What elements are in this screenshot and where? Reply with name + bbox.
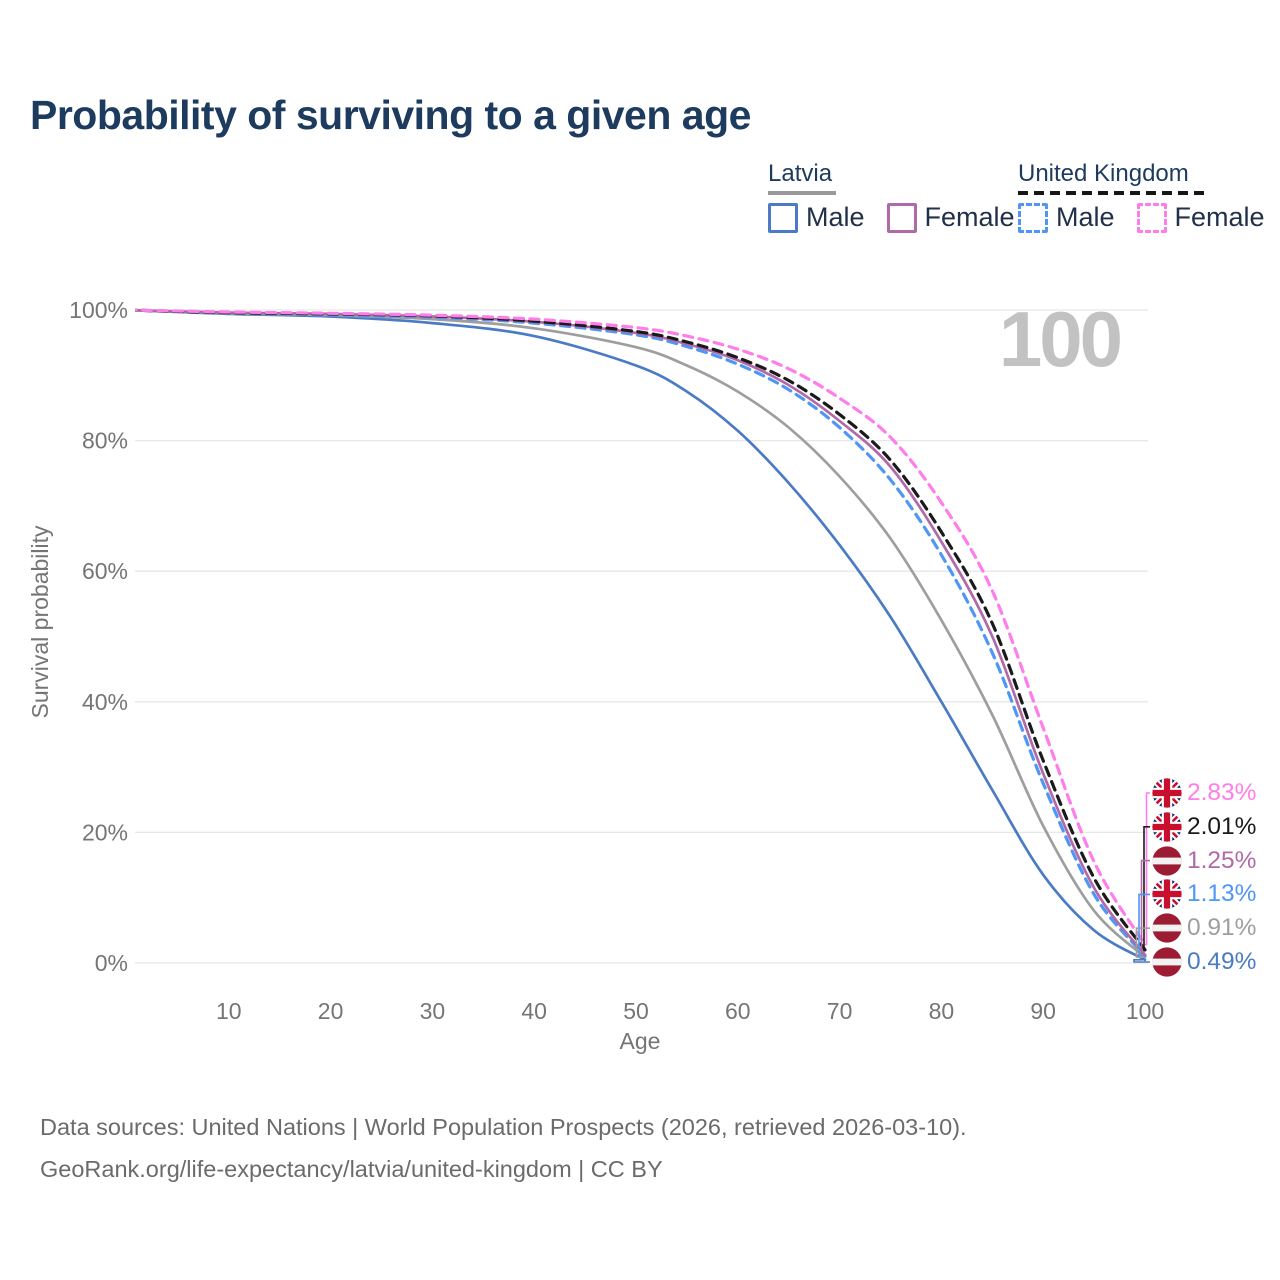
x-tick-label: 20 xyxy=(318,998,344,1024)
y-axis-tick-labels: 0% 20% 40% 60% 80% 100% xyxy=(69,297,128,976)
footer-line-attribution: GeoRank.org/life-expectancy/latvia/unite… xyxy=(40,1156,663,1182)
legend-label-latvia-female: Female xyxy=(924,202,1015,232)
curve-united-kingdom-female xyxy=(135,308,1147,947)
x-tick-label: 100 xyxy=(1126,998,1164,1024)
x-axis-title: Age xyxy=(620,1028,661,1054)
end-label-latvia-total: 0.91% xyxy=(1152,913,1256,943)
y-tick-label: 80% xyxy=(82,428,128,454)
curve-united-kingdom-male xyxy=(135,308,1147,958)
end-label-value: 2.83% xyxy=(1187,779,1257,806)
leader-line xyxy=(1143,826,1150,951)
uk-line-sample xyxy=(1018,191,1204,195)
y-tick-label: 0% xyxy=(95,950,128,976)
leader-line xyxy=(1135,927,1150,958)
end-label-united-kingdom-male: 1.13% xyxy=(1152,879,1256,909)
end-label-value: 1.25% xyxy=(1187,846,1257,874)
legend-country-latvia: Latvia xyxy=(768,160,833,187)
legend-label-uk-male: Male xyxy=(1056,202,1115,232)
end-label-latvia-male: 0.49% xyxy=(1152,947,1256,977)
gridlines xyxy=(135,309,1148,964)
end-label-value: 0.49% xyxy=(1187,948,1257,975)
x-axis-tick-labels: 10 20 30 40 50 60 70 80 90 100 xyxy=(216,998,1164,1024)
latvia-line-sample xyxy=(768,191,836,195)
x-tick-label: 90 xyxy=(1030,998,1056,1024)
uk-flag-icon xyxy=(1152,812,1182,842)
x-tick-label: 50 xyxy=(623,998,649,1024)
footer-line-sources: Data sources: United Nations | World Pop… xyxy=(40,1114,967,1140)
x-tick-label: 30 xyxy=(420,998,446,1024)
end-label-united-kingdom-total: 2.01% xyxy=(1152,812,1256,842)
y-tick-label: 100% xyxy=(69,297,128,323)
legend-country-uk: United Kingdom xyxy=(1018,160,1189,187)
legend-item-latvia-male[interactable]: Male xyxy=(768,202,865,233)
y-tick-label: 20% xyxy=(82,819,128,845)
uk-flag-icon xyxy=(1152,778,1182,808)
curve-latvia-female xyxy=(135,308,1147,957)
legend-label-latvia-male: Male xyxy=(806,202,865,232)
legend-group-uk: United Kingdom Male Female xyxy=(1018,160,1265,233)
y-tick-label: 60% xyxy=(82,558,128,584)
legend-item-uk-male[interactable]: Male xyxy=(1018,202,1115,233)
x-tick-label: 70 xyxy=(827,998,853,1024)
x-tick-label: 40 xyxy=(521,998,547,1024)
data-sources-footer: Data sources: United Nations | World Pop… xyxy=(40,1106,967,1190)
page-title: Probability of surviving to a given age xyxy=(30,92,751,138)
uk-female-swatch xyxy=(1136,202,1167,233)
legend-label-uk-female: Female xyxy=(1174,202,1265,232)
curve-latvia-total xyxy=(135,308,1147,959)
curve-latvia-male xyxy=(135,308,1147,962)
leader-line xyxy=(1133,959,1150,963)
curve-united-kingdom-total xyxy=(135,308,1147,952)
uk-male-swatch xyxy=(1018,202,1048,233)
latvia-male-swatch xyxy=(768,202,798,233)
latvia-flag-icon xyxy=(1152,947,1182,977)
legend-group-latvia: Latvia Male Female xyxy=(768,160,1015,233)
end-label-value: 0.91% xyxy=(1187,914,1257,942)
latvia-female-swatch xyxy=(886,202,917,233)
y-tick-label: 40% xyxy=(82,689,128,715)
latvia-flag-icon xyxy=(1152,913,1182,943)
y-axis-title: Survival probability xyxy=(27,525,53,719)
leader-lines xyxy=(1133,792,1150,963)
legend-item-latvia-female[interactable]: Female xyxy=(886,202,1015,233)
x-tick-label: 60 xyxy=(725,998,751,1024)
age-marker-watermark: 100 xyxy=(999,295,1121,383)
legend-item-uk-female[interactable]: Female xyxy=(1136,202,1265,233)
uk-flag-icon xyxy=(1152,879,1182,909)
x-tick-label: 80 xyxy=(929,998,955,1024)
end-label-value: 1.13% xyxy=(1187,880,1257,908)
x-tick-label: 10 xyxy=(216,998,242,1024)
end-label-value: 2.01% xyxy=(1187,812,1257,840)
latvia-flag-icon xyxy=(1152,846,1182,876)
end-label-united-kingdom-female: 2.83% xyxy=(1152,778,1256,808)
end-label-latvia-female: 1.25% xyxy=(1152,846,1256,876)
leader-line xyxy=(1138,893,1150,957)
survival-curves xyxy=(135,308,1147,962)
